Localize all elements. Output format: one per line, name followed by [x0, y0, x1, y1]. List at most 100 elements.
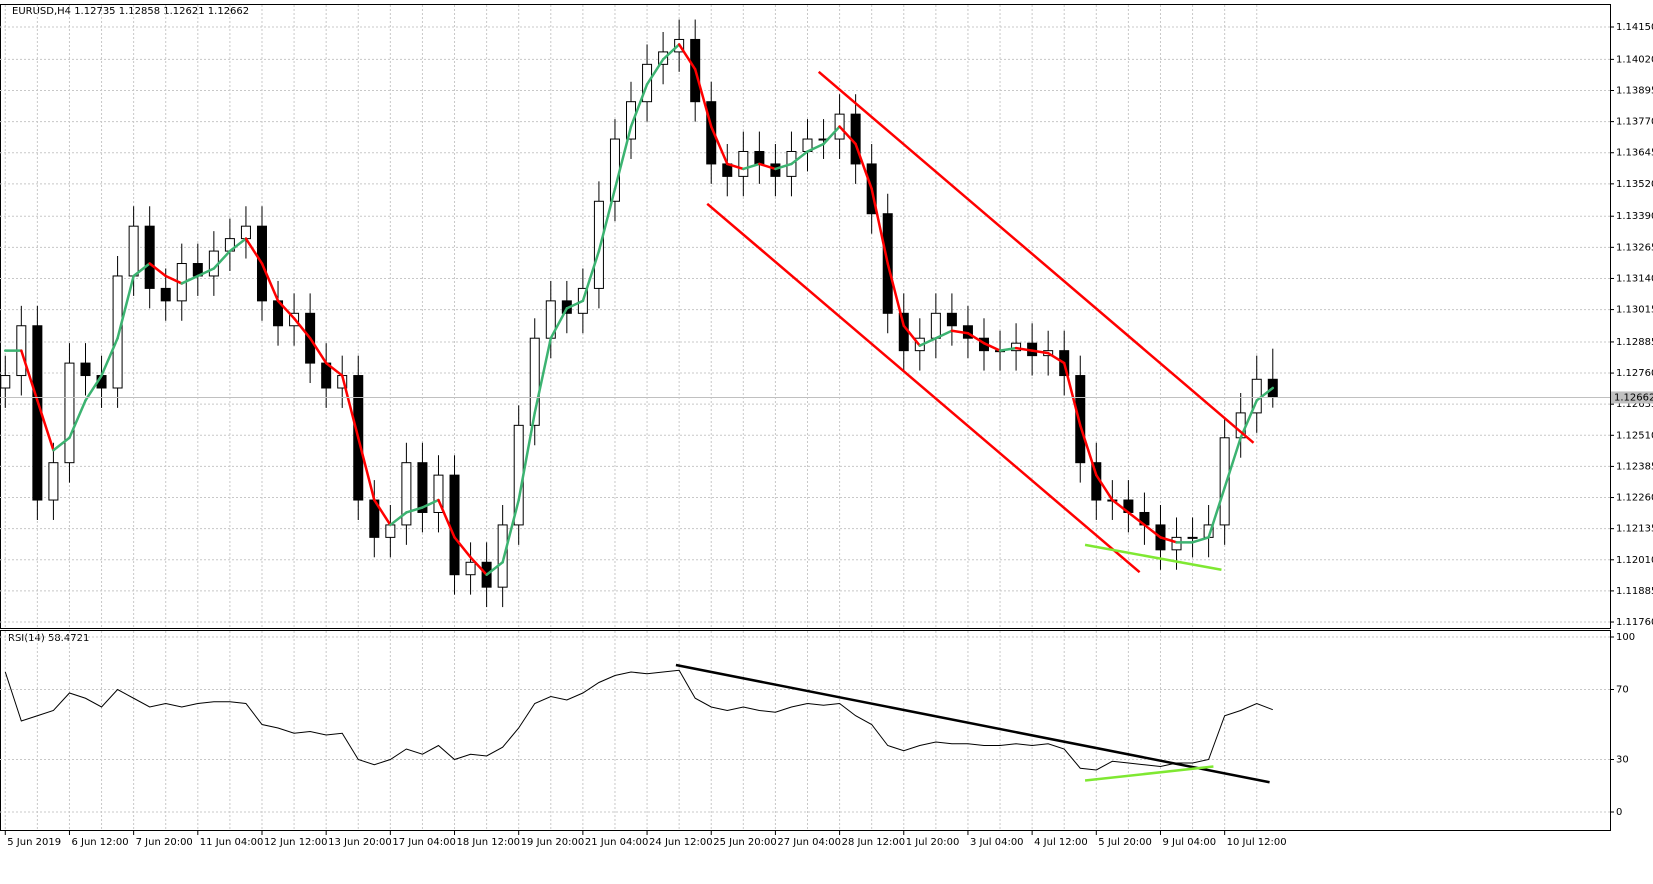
x-tick-label: 17 Jun 04:00	[392, 837, 456, 848]
y-tick-label: 1.13390	[1616, 211, 1653, 222]
y-tick-label: 1.13140	[1616, 273, 1653, 284]
moving-average-segment	[148, 262, 167, 278]
moving-average-segment	[292, 317, 312, 340]
moving-average-segment	[260, 262, 280, 303]
chart-title: EURUSD,H4 1.12735 1.12858 1.12621 1.1266…	[12, 6, 249, 17]
candle-body	[160, 287, 171, 302]
moving-average-segment	[501, 498, 520, 564]
candle-body	[529, 337, 540, 426]
candle-body	[738, 150, 749, 177]
moving-average-segment	[549, 307, 569, 340]
candle-body	[465, 561, 476, 576]
x-tick-label: 13 Jun 20:00	[328, 837, 392, 848]
moving-average-segment	[982, 341, 1002, 352]
x-tick-label: 3 Jul 04:00	[970, 837, 1024, 848]
y-tick-label: 1.12510	[1616, 430, 1653, 441]
trendline	[1084, 765, 1214, 782]
last-price-box	[1611, 391, 1653, 404]
moving-average-segment	[902, 324, 922, 347]
candle-body	[754, 150, 765, 165]
moving-average-segment	[918, 336, 938, 347]
moving-average-segment	[340, 374, 360, 440]
moving-average-segment	[693, 68, 713, 128]
y-tick-label: 1.11760	[1616, 617, 1653, 628]
x-tick-label: 12 Jun 12:00	[264, 837, 328, 848]
y-tick-label: 0	[1616, 807, 1622, 818]
y-tick-label: 30	[1616, 755, 1629, 766]
candle-body	[48, 462, 59, 501]
candle-body	[144, 225, 155, 289]
x-tick-label: 5 Jul 20:00	[1098, 837, 1152, 848]
y-tick-label: 1.13520	[1616, 179, 1653, 190]
rsi-pane	[0, 630, 1611, 831]
x-tick-label: 24 Jun 12:00	[649, 837, 713, 848]
moving-average-segment	[774, 162, 793, 171]
y-tick-label: 1.13645	[1616, 148, 1653, 159]
moving-average-segment	[1239, 399, 1258, 440]
moving-average-segment	[196, 267, 216, 278]
x-tick-label: 1 Jul 20:00	[906, 837, 960, 848]
y-tick-label: 1.12010	[1616, 555, 1653, 566]
moving-average-segment	[966, 331, 986, 345]
moving-average-segment	[677, 43, 697, 71]
y-tick-label: 1.12760	[1616, 368, 1653, 379]
trendline	[706, 202, 1141, 574]
moving-average-segment	[132, 262, 151, 278]
moving-average-segment	[950, 329, 970, 335]
moving-average-segment	[661, 43, 681, 61]
candle-body	[417, 462, 428, 513]
candle-body	[946, 312, 957, 327]
moving-average-segment	[998, 346, 1018, 352]
indicator-title: RSI(14) 58.4721	[8, 633, 89, 644]
moving-average-segment	[742, 162, 761, 171]
x-tick-label: 5 Jun 2019	[7, 837, 61, 848]
moving-average-segment	[517, 411, 536, 502]
candle-body	[433, 474, 444, 513]
moving-average-segment	[212, 249, 232, 270]
x-tick-label: 21 Jun 04:00	[585, 837, 649, 848]
moving-average-segment	[84, 374, 103, 402]
moving-average-segment	[453, 536, 472, 559]
y-tick-label: 1.11885	[1616, 586, 1653, 597]
x-tick-label: 18 Jun 12:00	[457, 837, 521, 848]
moving-average-segment	[373, 498, 392, 527]
moving-average-segment	[1046, 351, 1066, 365]
moving-average-segment	[870, 187, 889, 265]
moving-average-segment	[533, 336, 553, 415]
moving-average-segment	[244, 237, 264, 265]
moving-average-segment	[1079, 424, 1098, 477]
moving-average-segment	[1143, 523, 1162, 539]
x-tick-label: 28 Jun 12:00	[842, 837, 906, 848]
candle-body	[1187, 536, 1198, 539]
moving-average-segment	[1111, 498, 1130, 514]
moving-average-segment	[437, 498, 456, 539]
x-tick-label: 10 Jul 12:00	[1227, 837, 1287, 848]
y-tick-label: 1.12260	[1616, 493, 1653, 504]
moving-average-segment	[421, 498, 440, 509]
candle-body	[385, 524, 396, 538]
moving-average-segment	[389, 511, 408, 527]
moving-average-segment	[1095, 473, 1114, 502]
moving-average-segment	[758, 162, 777, 171]
y-tick-label: 100	[1616, 632, 1635, 643]
moving-average-segment	[36, 399, 55, 452]
candle-body	[401, 462, 412, 526]
candle-body	[0, 375, 11, 389]
moving-average-segment	[469, 556, 488, 576]
x-tick-label: 4 Jul 12:00	[1034, 837, 1088, 848]
candle-body	[706, 101, 717, 165]
moving-average-segment	[20, 349, 39, 402]
trendline	[675, 663, 1270, 784]
moving-average-segment	[357, 436, 376, 502]
candle-body	[1219, 437, 1230, 526]
moving-average-segment	[886, 262, 906, 328]
moving-average-segment	[1030, 349, 1050, 355]
moving-average-segment	[324, 361, 344, 377]
moving-average-segment	[1014, 346, 1034, 352]
moving-average-segment	[934, 329, 954, 340]
moving-average-segment	[613, 125, 633, 191]
x-tick-label: 27 Jun 04:00	[777, 837, 841, 848]
y-tick-label: 1.14020	[1616, 54, 1653, 65]
